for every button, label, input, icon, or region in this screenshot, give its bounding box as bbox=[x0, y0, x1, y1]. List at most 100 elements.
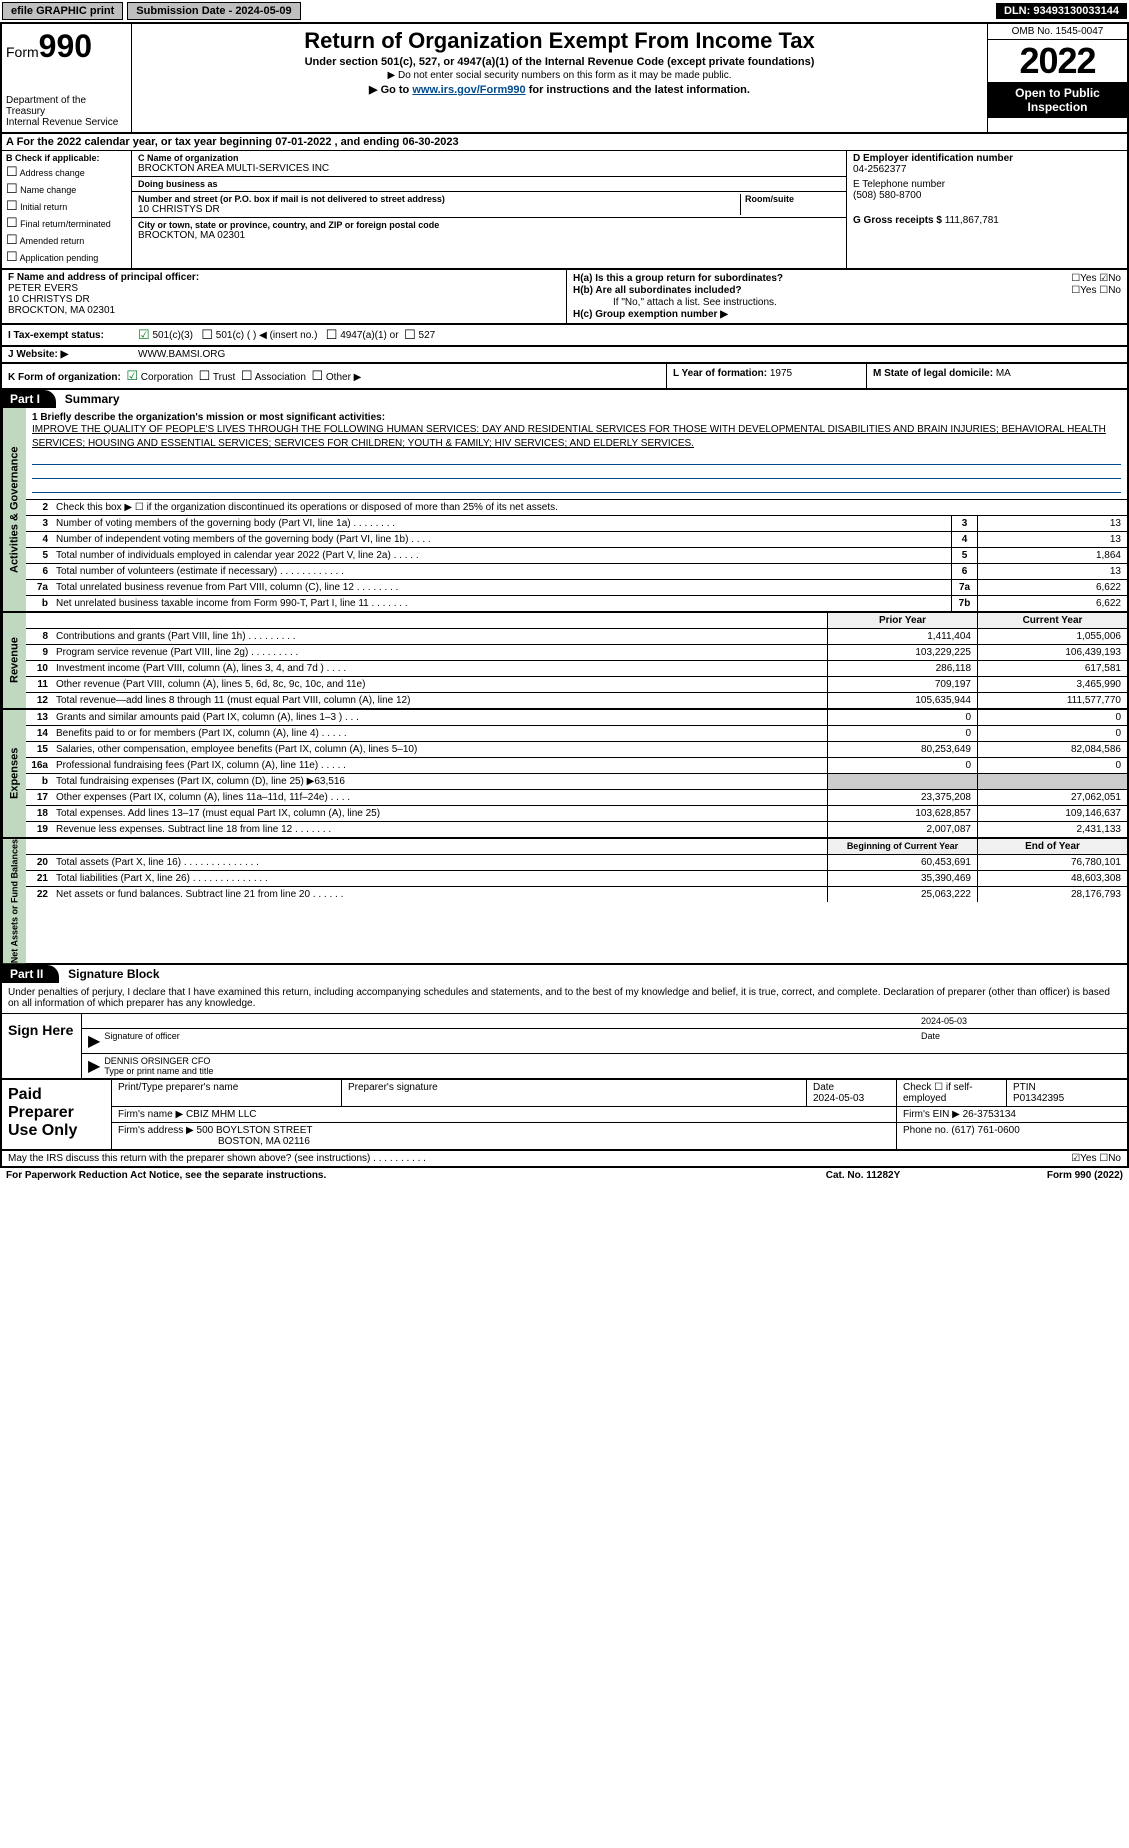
hb-ans: ☐Yes ☐No bbox=[1001, 285, 1121, 296]
dba-lbl: Doing business as bbox=[138, 179, 840, 189]
chk-amended[interactable]: Amended return bbox=[6, 232, 127, 248]
chk-final-return[interactable]: Final return/terminated bbox=[6, 215, 127, 231]
irs-link[interactable]: www.irs.gov/Form990 bbox=[412, 84, 525, 96]
part1-net: Net Assets or Fund Balances Beginning of… bbox=[0, 839, 1129, 965]
cat-no: Cat. No. 11282Y bbox=[763, 1170, 963, 1181]
officer-addr2: BROCKTON, MA 02301 bbox=[8, 305, 115, 316]
block-bcd: B Check if applicable: Address change Na… bbox=[0, 151, 1129, 270]
form-header: Form990 Department of the Treasury Inter… bbox=[0, 22, 1129, 134]
chk-527[interactable] bbox=[404, 327, 416, 343]
summary-line: 7aTotal unrelated business revenue from … bbox=[26, 579, 1127, 595]
summary-line: 14Benefits paid to or for members (Part … bbox=[26, 725, 1127, 741]
summary-line: 13Grants and similar amounts paid (Part … bbox=[26, 710, 1127, 725]
summary-line: 18Total expenses. Add lines 13–17 (must … bbox=[26, 805, 1127, 821]
part2-title: Signature Block bbox=[68, 967, 159, 981]
summary-line: 5Total number of individuals employed in… bbox=[26, 547, 1127, 563]
form-footer: Form 990 (2022) bbox=[963, 1170, 1123, 1181]
org-name: BROCKTON AREA MULTI-SERVICES INC bbox=[138, 163, 840, 174]
summary-line: 15Salaries, other compensation, employee… bbox=[26, 741, 1127, 757]
hdr-current-year: Current Year bbox=[977, 613, 1127, 628]
firm-name-lbl: Firm's name ▶ bbox=[118, 1109, 183, 1120]
addr-val: 10 CHRISTYS DR bbox=[138, 204, 740, 215]
gross-val: 111,867,781 bbox=[945, 215, 999, 226]
part1-title: Summary bbox=[65, 392, 120, 406]
summary-line: 8Contributions and grants (Part VIII, li… bbox=[26, 628, 1127, 644]
form-title: Return of Organization Exempt From Incom… bbox=[142, 28, 977, 54]
hdr-eoy: End of Year bbox=[977, 839, 1127, 854]
officer-printed-lbl: Type or print name and title bbox=[104, 1066, 213, 1076]
vtab-rev: Revenue bbox=[2, 613, 26, 708]
vtab-gov: Activities & Governance bbox=[2, 408, 26, 611]
row-l-state: M State of legal domicile: MA bbox=[867, 364, 1127, 388]
summary-line: 16aProfessional fundraising fees (Part I… bbox=[26, 757, 1127, 773]
footer: For Paperwork Reduction Act Notice, see … bbox=[0, 1168, 1129, 1183]
summary-line: 22Net assets or fund balances. Subtract … bbox=[26, 886, 1127, 902]
row-l-year: L Year of formation: 1975 bbox=[667, 364, 867, 388]
goto-link-row: ▶ Go to www.irs.gov/Form990 for instruct… bbox=[142, 83, 977, 96]
ssn-note: ▶ Do not enter social security numbers o… bbox=[142, 70, 977, 81]
chk-4947[interactable] bbox=[326, 327, 338, 343]
year-form-lbl: L Year of formation: bbox=[673, 368, 767, 379]
summary-line: bTotal fundraising expenses (Part IX, co… bbox=[26, 773, 1127, 789]
firm-name: CBIZ MHM LLC bbox=[186, 1109, 257, 1120]
prep-check-hdr: Check ☐ if self-employed bbox=[897, 1080, 1007, 1106]
col-b-title: B Check if applicable: bbox=[6, 153, 127, 163]
summary-line: 19Revenue less expenses. Subtract line 1… bbox=[26, 821, 1127, 837]
opt-trust: Trust bbox=[213, 372, 235, 383]
city-val: BROCKTON, MA 02301 bbox=[138, 230, 840, 241]
chk-initial-return[interactable]: Initial return bbox=[6, 198, 127, 214]
part1-rev: Revenue Prior YearCurrent Year 8Contribu… bbox=[0, 613, 1129, 710]
col-h: H(a) Is this a group return for subordin… bbox=[567, 270, 1127, 323]
summary-line: 20Total assets (Part X, line 16) . . . .… bbox=[26, 854, 1127, 870]
chk-trust[interactable] bbox=[199, 372, 211, 383]
chk-other[interactable] bbox=[311, 372, 323, 383]
gross-lbl: G Gross receipts $ bbox=[853, 215, 942, 226]
summary-line: 11Other revenue (Part VIII, column (A), … bbox=[26, 676, 1127, 692]
opt-527: 527 bbox=[419, 330, 436, 341]
discuss-row: May the IRS discuss this return with the… bbox=[0, 1151, 1129, 1168]
tel-val: (508) 580-8700 bbox=[853, 190, 921, 201]
sig-officer-lbl: Signature of officer bbox=[104, 1031, 921, 1051]
officer-lbl: F Name and address of principal officer: bbox=[8, 272, 199, 283]
hdr-prior-year: Prior Year bbox=[827, 613, 977, 628]
prep-name-hdr: Print/Type preparer's name bbox=[112, 1080, 342, 1106]
form-word: Form bbox=[6, 44, 39, 60]
ptin-val: P01342395 bbox=[1013, 1093, 1064, 1104]
opt-assoc: Association bbox=[255, 372, 306, 383]
opt-corp: Corporation bbox=[141, 372, 193, 383]
tel-lbl: E Telephone number bbox=[853, 179, 945, 190]
pra-notice: For Paperwork Reduction Act Notice, see … bbox=[6, 1170, 763, 1181]
hdr-boy: Beginning of Current Year bbox=[827, 839, 977, 854]
website-val: WWW.BAMSI.ORG bbox=[138, 349, 225, 360]
chk-assoc[interactable] bbox=[241, 372, 253, 383]
form-org-lbl: K Form of organization: bbox=[8, 372, 121, 383]
summary-line: 21Total liabilities (Part X, line 26) . … bbox=[26, 870, 1127, 886]
hc-lbl: H(c) Group exemption number ▶ bbox=[573, 309, 728, 320]
chk-address-change[interactable]: Address change bbox=[6, 164, 127, 180]
part1-tab: Part I bbox=[2, 390, 56, 408]
goto-post: for instructions and the latest informat… bbox=[526, 84, 750, 96]
paid-preparer-block: Paid Preparer Use Only Print/Type prepar… bbox=[0, 1080, 1129, 1151]
dln: DLN: 93493130033144 bbox=[996, 3, 1127, 19]
chk-501c[interactable] bbox=[201, 327, 213, 343]
irs-label: Internal Revenue Service bbox=[6, 117, 127, 128]
chk-name-change[interactable]: Name change bbox=[6, 181, 127, 197]
ein-lbl: D Employer identification number bbox=[853, 153, 1013, 164]
org-name-lbl: C Name of organization bbox=[138, 153, 840, 163]
chk-501c3[interactable] bbox=[138, 327, 150, 343]
firm-addr-lbl: Firm's address ▶ bbox=[118, 1125, 194, 1136]
omb-number: OMB No. 1545-0047 bbox=[988, 24, 1127, 40]
ptin-hdr: PTIN bbox=[1013, 1082, 1036, 1093]
firm-ein-lbl: Firm's EIN ▶ bbox=[903, 1109, 960, 1120]
chk-corp[interactable] bbox=[126, 372, 138, 383]
opt-other: Other ▶ bbox=[326, 372, 361, 383]
block-fh: F Name and address of principal officer:… bbox=[0, 270, 1129, 325]
top-bar: efile GRAPHIC print Submission Date - 20… bbox=[0, 0, 1129, 22]
col-d: D Employer identification number04-25623… bbox=[847, 151, 1127, 268]
tax-status-lbl: I Tax-exempt status: bbox=[8, 330, 138, 341]
prep-date-val: 2024-05-03 bbox=[813, 1093, 864, 1104]
col-f: F Name and address of principal officer:… bbox=[2, 270, 567, 323]
ein-val: 04-2562377 bbox=[853, 164, 906, 175]
row-j: J Website: ▶ WWW.BAMSI.ORG bbox=[0, 347, 1129, 364]
chk-app-pending[interactable]: Application pending bbox=[6, 249, 127, 265]
